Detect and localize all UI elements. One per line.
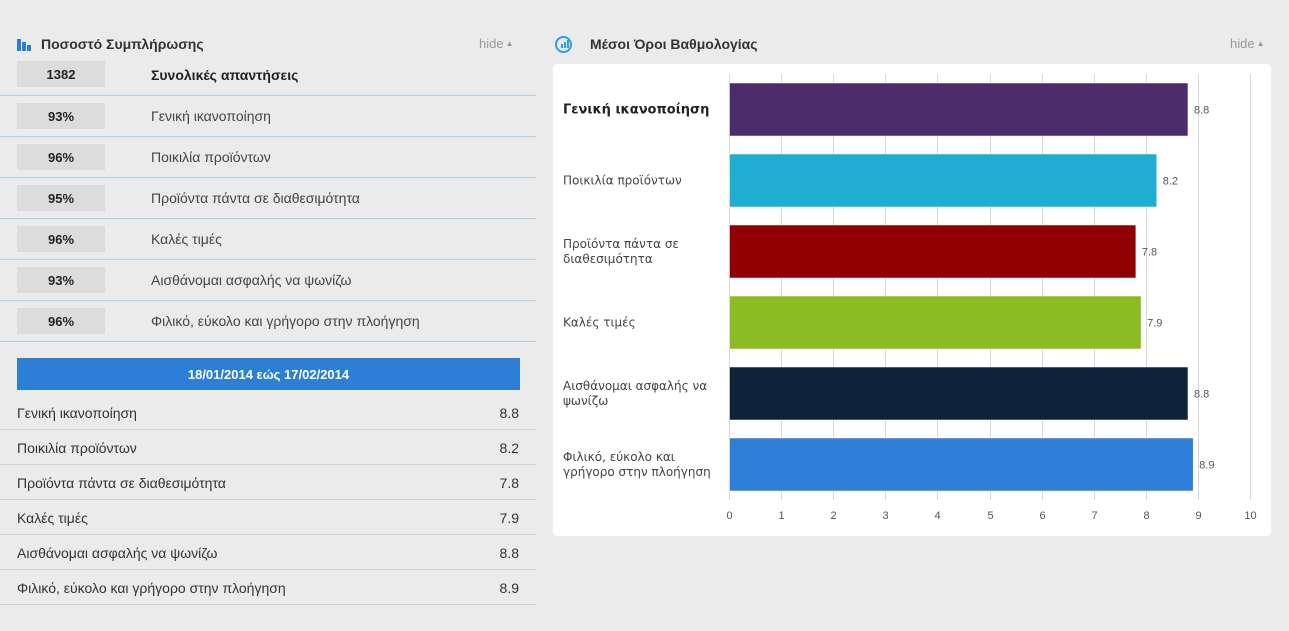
stat-percentage: 93%: [17, 267, 105, 293]
x-tick-label: 4: [934, 510, 940, 522]
average-value: 8.8: [499, 545, 519, 561]
average-value: 7.8: [499, 475, 519, 491]
bar-chart-icon: [17, 37, 35, 51]
x-tick-label: 7: [1091, 510, 1097, 522]
average-row: Γενική ικανοποίηση 8.8: [0, 395, 536, 430]
average-row: Φιλικό, εύκολο και γρήγορο στην πλοήγηση…: [0, 570, 536, 605]
stat-label: Καλές τιμές: [151, 231, 222, 247]
bar: [729, 295, 1142, 350]
category-label-line: ψωνίζω: [563, 394, 608, 408]
averages-bar-chart: 0 1 2 3 4 5 6 7 8 9 10 8.8 Γενική ικανοποίηση 8.2 Ποικ…: [563, 74, 1257, 522]
category-label: Φιλικό, εύκολο και γρήγορο στην πλοήγηση: [563, 450, 711, 479]
averages-list: Γενική ικανοποίηση 8.8 Ποικιλία προϊόντω…: [0, 395, 536, 605]
averages-panel-title: Μέσοι Όροι Βαθμολογίας: [590, 36, 758, 52]
x-tick-label: 3: [882, 510, 888, 522]
average-label: Αισθάνομαι ασφαλής να ψωνίζω: [17, 545, 218, 561]
category-label-line: διαθεσιμότητα: [563, 252, 653, 266]
category-label-line: Καλές τιμές: [563, 316, 636, 330]
average-value: 8.2: [499, 440, 519, 456]
data-label: 7.8: [1142, 247, 1157, 259]
stat-row: 96% Ποικιλία προϊόντων: [0, 137, 536, 178]
stat-row: 93% Γενική ικανοποίηση: [0, 96, 536, 137]
category-label: Καλές τιμές: [563, 316, 636, 330]
category-label-line: Προϊόντα πάντα σε: [563, 237, 679, 251]
completion-panel-header: Ποσοστό Συμπλήρωσης: [17, 32, 517, 56]
stat-percentage: 96%: [17, 226, 105, 252]
category-label: Αισθάνομαι ασφαλής να ψωνίζω: [563, 379, 707, 408]
average-value: 7.9: [499, 510, 519, 526]
x-tick-label: 0: [726, 510, 732, 522]
hide-label: hide: [479, 36, 504, 51]
category-label: Γενική ικανοποίηση: [563, 103, 709, 118]
stat-percentage: 95%: [17, 185, 105, 211]
caret-up-icon: ▲: [1256, 39, 1265, 48]
data-label: 8.9: [1199, 460, 1214, 472]
stat-row: 93% Αισθάνομαι ασφαλής να ψωνίζω: [0, 260, 536, 301]
gauge-chart-icon: [555, 35, 572, 53]
hide-label: hide: [1230, 36, 1255, 51]
bar: [729, 224, 1137, 279]
total-responses-row: 1382 Συνολικές απαντήσεις: [0, 56, 536, 96]
stat-label: Φιλικό, εύκολο και γρήγορο στην πλοήγηση: [151, 313, 420, 329]
data-label: 7.9: [1147, 318, 1162, 330]
averages-panel-header: Μέσοι Όροι Βαθμολογίας: [555, 32, 1055, 56]
x-tick-label: 8: [1143, 510, 1149, 522]
completion-panel-title: Ποσοστό Συμπλήρωσης: [41, 36, 204, 52]
category-label-line: Γενική ικανοποίηση: [563, 103, 709, 118]
total-responses-label: Συνολικές απαντήσεις: [151, 67, 299, 83]
data-label: 8.2: [1163, 176, 1178, 188]
stat-row: 96% Φιλικό, εύκολο και γρήγορο στην πλοή…: [0, 301, 536, 342]
average-value: 8.8: [499, 405, 519, 421]
bar: [729, 82, 1189, 137]
stat-label: Προϊόντα πάντα σε διαθεσιμότητα: [151, 190, 360, 206]
averages-chart-card: 0 1 2 3 4 5 6 7 8 9 10 8.8 Γενική ικανοποίηση 8.2 Ποικ…: [553, 64, 1271, 536]
category-label: Προϊόντα πάντα σε διαθεσιμότητα: [563, 237, 679, 266]
average-label: Ποικιλία προϊόντων: [17, 440, 137, 456]
x-tick-label: 9: [1195, 510, 1201, 522]
average-row: Καλές τιμές 7.9: [0, 500, 536, 535]
stat-row: 96% Καλές τιμές: [0, 219, 536, 260]
x-tick-label: 2: [830, 510, 836, 522]
average-row: Αισθάνομαι ασφαλής να ψωνίζω 8.8: [0, 535, 536, 570]
average-label: Προϊόντα πάντα σε διαθεσιμότητα: [17, 475, 226, 491]
stat-percentage: 93%: [17, 103, 105, 129]
x-tick-label: 6: [1039, 510, 1045, 522]
x-tick-label: 1: [778, 510, 784, 522]
completion-stats-list: 1382 Συνολικές απαντήσεις 93% Γενική ικα…: [0, 56, 536, 342]
stat-percentage: 96%: [17, 144, 105, 170]
average-label: Καλές τιμές: [17, 510, 88, 526]
average-label: Γενική ικανοποίηση: [17, 405, 137, 421]
stat-label: Ποικιλία προϊόντων: [151, 149, 271, 165]
bar: [729, 437, 1194, 492]
completion-hide-link[interactable]: hide ▲: [479, 36, 514, 51]
average-label: Φιλικό, εύκολο και γρήγορο στην πλοήγηση: [17, 580, 286, 596]
stat-row: 95% Προϊόντα πάντα σε διαθεσιμότητα: [0, 178, 536, 219]
average-row: Προϊόντα πάντα σε διαθεσιμότητα 7.8: [0, 465, 536, 500]
average-value: 8.9: [499, 580, 519, 596]
category-label-line: Αισθάνομαι ασφαλής να: [563, 379, 707, 393]
x-tick-label: 5: [987, 510, 993, 522]
data-label: 8.8: [1194, 105, 1209, 117]
bar: [729, 153, 1157, 208]
stat-percentage: 96%: [17, 308, 105, 334]
date-range-bar: 18/01/2014 εώς 17/02/2014: [17, 358, 520, 390]
average-row: Ποικιλία προϊόντων 8.2: [0, 430, 536, 465]
category-label-line: Φιλικό, εύκολο και: [563, 450, 675, 464]
averages-hide-link[interactable]: hide ▲: [1230, 36, 1265, 51]
total-responses-value: 1382: [17, 61, 105, 87]
category-label-line: Ποικιλία προϊόντων: [563, 174, 682, 188]
data-label: 8.8: [1194, 389, 1209, 401]
caret-up-icon: ▲: [505, 39, 514, 48]
stat-label: Γενική ικανοποίηση: [151, 108, 271, 124]
bar: [729, 366, 1189, 421]
x-tick-label: 10: [1244, 510, 1256, 522]
category-label: Ποικιλία προϊόντων: [563, 174, 682, 188]
stat-label: Αισθάνομαι ασφαλής να ψωνίζω: [151, 272, 352, 288]
category-label-line: γρήγορο στην πλοήγηση: [563, 465, 711, 479]
